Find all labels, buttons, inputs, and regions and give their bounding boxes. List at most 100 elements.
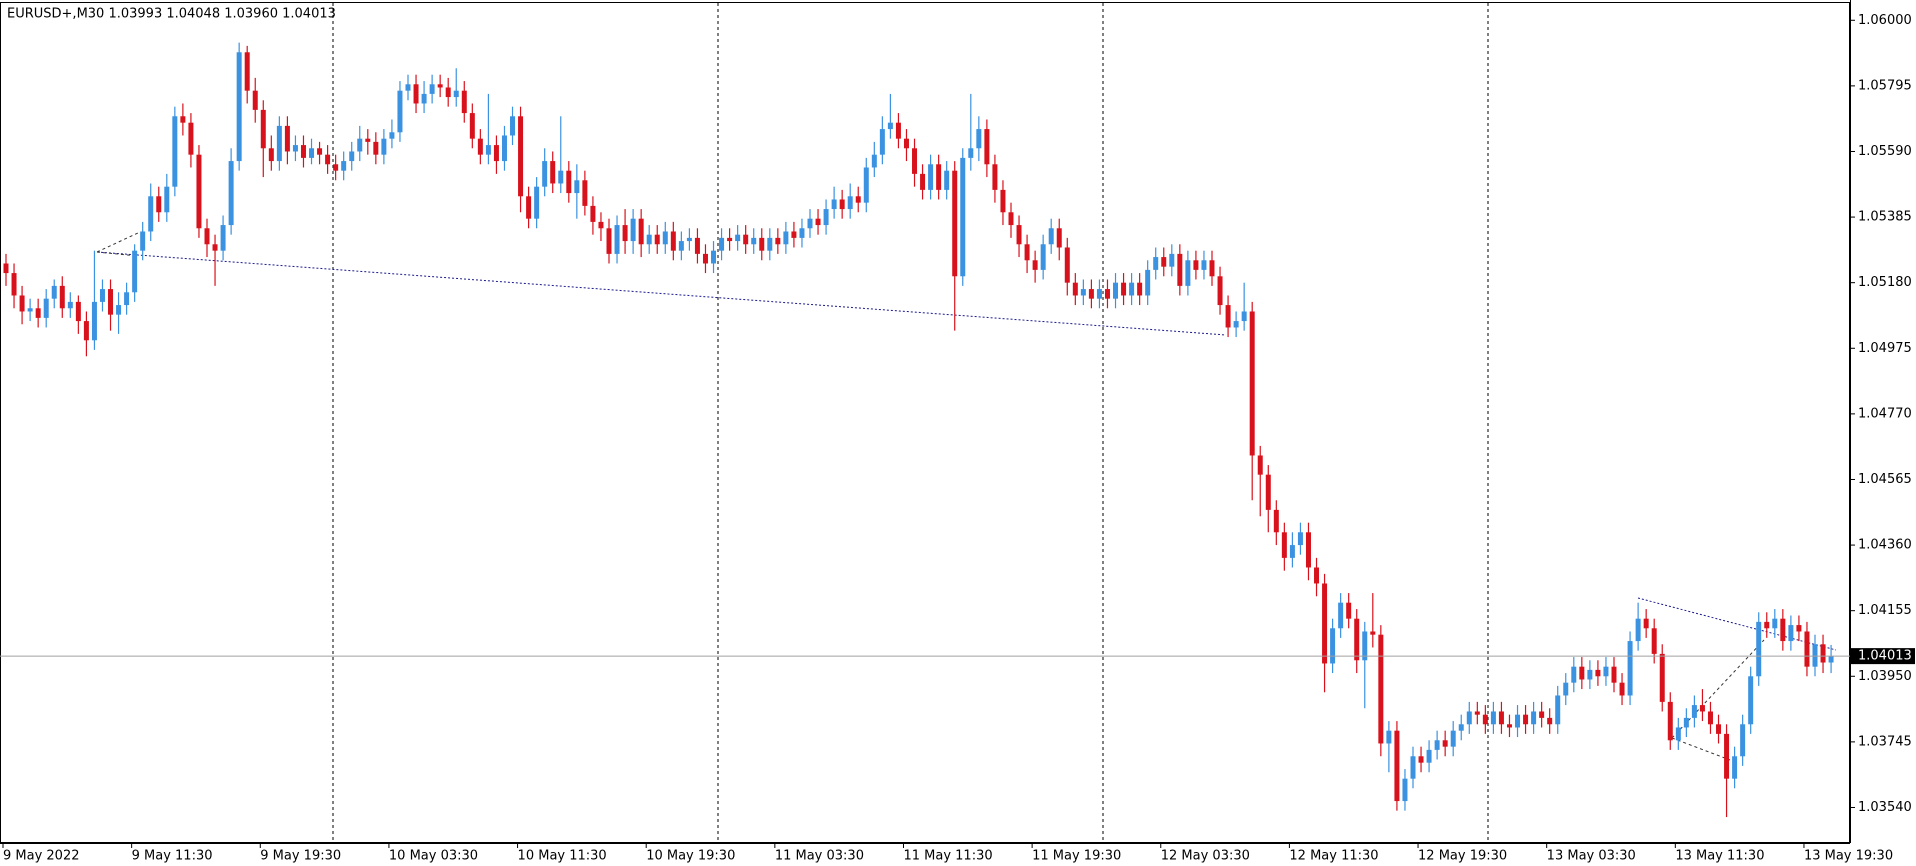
candle-body <box>920 173 926 190</box>
candle-body <box>807 218 813 229</box>
candle-body <box>863 167 869 203</box>
y-tick-label: 1.06000 <box>1858 13 1912 28</box>
candle-body <box>944 170 950 190</box>
candle-body <box>1643 618 1649 629</box>
y-tick-label: 1.04770 <box>1858 406 1912 421</box>
candle-body <box>148 196 154 232</box>
candle-body <box>1314 567 1320 584</box>
candle-body <box>156 196 162 213</box>
candle-body <box>1241 311 1247 322</box>
candle-body <box>1772 618 1778 629</box>
candle-body <box>719 237 725 251</box>
chart-title: EURUSD+,M30 1.03993 1.04048 1.03960 1.04… <box>7 7 336 22</box>
candle-body <box>204 228 210 245</box>
candle-body <box>1515 714 1521 728</box>
candle-body <box>1434 740 1440 750</box>
candle-body <box>1539 711 1545 718</box>
candle-body <box>534 186 540 219</box>
candle-body <box>365 138 371 142</box>
candle-body <box>59 285 65 309</box>
candle-body <box>11 273 17 296</box>
candle-body <box>791 231 797 238</box>
candle-body <box>847 196 853 210</box>
candle-body <box>196 154 202 229</box>
y-tick-label: 1.05385 <box>1858 210 1912 225</box>
candle-body <box>976 129 982 149</box>
x-tick-label: 11 May 11:30 <box>903 849 992 864</box>
candle-body <box>1129 282 1135 296</box>
candle-body <box>485 145 491 155</box>
candle-body <box>1217 276 1223 306</box>
trend-line <box>1671 737 1731 761</box>
x-tick-label: 9 May 11:30 <box>132 849 213 864</box>
candle-body <box>1555 695 1561 725</box>
candle-body <box>823 209 829 226</box>
candle-body <box>526 196 532 219</box>
candle-body <box>1113 282 1119 299</box>
candle-body <box>317 148 323 155</box>
candle-body <box>35 308 41 318</box>
candle-body <box>469 113 475 139</box>
candle-body <box>75 301 81 322</box>
candle-body <box>1354 618 1360 661</box>
candle-body <box>799 228 805 238</box>
y-tick-label: 1.03745 <box>1858 734 1912 749</box>
candle-body <box>1104 289 1110 299</box>
candle-body <box>1716 724 1722 734</box>
candle-body <box>421 93 427 104</box>
candle-body <box>960 157 966 277</box>
candle-body <box>292 145 298 152</box>
candle-body <box>1812 644 1818 667</box>
candle-body <box>1378 634 1384 744</box>
candle-body <box>172 116 178 187</box>
candle-body <box>1707 711 1713 725</box>
candle-body <box>1161 257 1167 267</box>
x-tick-label: 13 May 11:30 <box>1675 849 1764 864</box>
candle-body <box>252 90 258 110</box>
candle-body <box>276 125 282 162</box>
candle-body <box>1490 711 1496 725</box>
y-tick-label: 1.05180 <box>1858 275 1912 290</box>
y-tick-label: 1.05590 <box>1858 144 1912 159</box>
candle-body <box>783 231 789 245</box>
y-tick-label: 1.05795 <box>1858 78 1912 93</box>
candle-body <box>968 148 974 158</box>
candle-body <box>558 170 564 184</box>
candle-body <box>879 129 885 155</box>
candle-body <box>180 116 186 123</box>
candle-body <box>1764 621 1770 629</box>
candle-body <box>1691 705 1697 718</box>
candle-body <box>349 151 355 162</box>
candle-body <box>638 218 644 245</box>
candle-body <box>1699 705 1705 712</box>
candle-body <box>1627 641 1633 696</box>
x-tick-label: 11 May 03:30 <box>775 849 864 864</box>
candle-body <box>1338 602 1344 629</box>
candle-body <box>1667 701 1673 741</box>
candle-body <box>1072 282 1078 296</box>
candle-body <box>1523 714 1529 725</box>
candle-body <box>1458 724 1464 731</box>
candle-body <box>1000 189 1006 213</box>
candle-body <box>839 199 845 210</box>
candle-body <box>1386 730 1392 744</box>
candle-body <box>236 52 242 162</box>
candle-body <box>1595 669 1601 677</box>
candle-body <box>437 84 443 88</box>
candle-body <box>108 289 114 315</box>
candle-body <box>1724 733 1730 779</box>
candle-body <box>903 138 909 149</box>
candle-body <box>590 205 596 222</box>
candle-body <box>1169 253 1175 267</box>
candle-body <box>767 237 773 251</box>
candle-body <box>1506 724 1512 728</box>
candle-body <box>244 52 250 91</box>
candle-body <box>405 84 411 91</box>
candle-body <box>775 237 781 245</box>
plot-frame <box>0 2 1850 843</box>
candle-body <box>1651 628 1657 654</box>
candle-body <box>1016 225 1022 245</box>
candle-body <box>212 244 218 251</box>
x-tick-label: 11 May 19:30 <box>1032 849 1121 864</box>
